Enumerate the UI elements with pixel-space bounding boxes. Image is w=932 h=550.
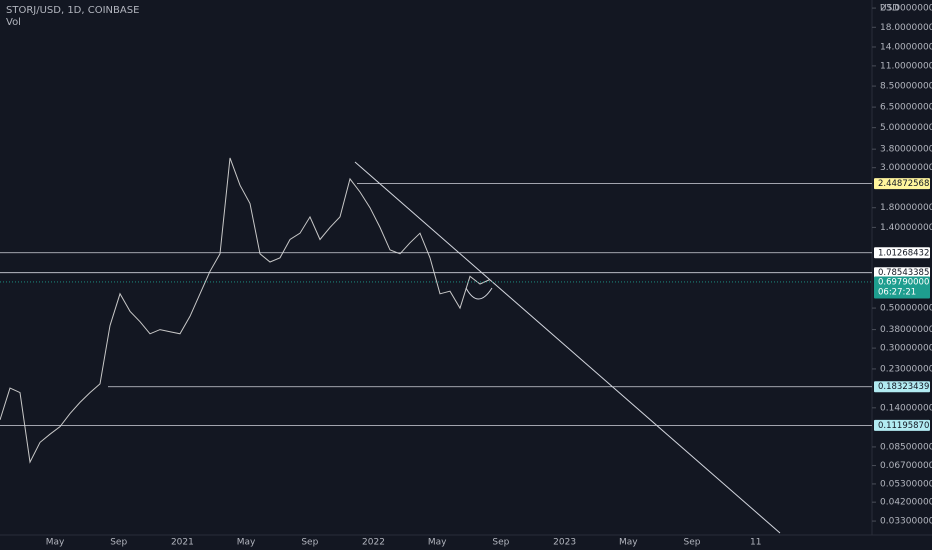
y-tick-label: 6.50000000 xyxy=(880,103,932,113)
y-tick-label: 1.40000000 xyxy=(880,223,932,233)
y-tick-label: 0.14000000 xyxy=(880,403,932,413)
x-tick-label: Sep xyxy=(492,538,509,548)
price-label: 2.44872568 xyxy=(878,179,929,189)
y-tick-label: 8.50000000 xyxy=(880,82,932,92)
price-label-box xyxy=(874,247,930,259)
symbol-title: STORJ/USD, 1D, COINBASE xyxy=(6,5,139,16)
x-tick-label: Sep xyxy=(110,538,127,548)
price-label-box xyxy=(874,419,930,431)
y-tick-label: 0.04200000 xyxy=(880,498,932,508)
price-label: 0.11195870 xyxy=(878,421,929,431)
y-tick-label: 0.03300000 xyxy=(880,517,932,527)
price-label-box xyxy=(874,381,930,393)
y-tick-label: 0.30000000 xyxy=(880,344,932,354)
y-tick-label: 5.00000000 xyxy=(880,123,932,133)
y-tick-label: 18.00000000 xyxy=(880,23,932,33)
y-tick-label: 23.00000000 xyxy=(880,4,932,14)
x-tick-label: 11 xyxy=(750,538,761,548)
x-tick-label: Sep xyxy=(301,538,318,548)
y-tick-label: 14.00000000 xyxy=(880,42,932,52)
trend-line xyxy=(354,161,781,534)
countdown: 06:27:21 xyxy=(878,287,916,297)
price-label: 1.01268432 xyxy=(878,248,929,258)
volume-label: Vol xyxy=(6,17,21,28)
arc-drawing xyxy=(465,287,493,300)
y-tick-label: 0.38000000 xyxy=(880,325,932,335)
y-tick-label: 3.00000000 xyxy=(880,163,932,173)
x-tick-label: May xyxy=(237,538,256,548)
x-tick-label: Sep xyxy=(684,538,701,548)
x-tick-label: 2022 xyxy=(362,538,385,548)
y-tick-label: 0.05300000 xyxy=(880,479,932,489)
y-tick-label: 1.80000000 xyxy=(880,203,932,213)
currency-label: USD xyxy=(880,4,899,14)
x-tick-label: 2023 xyxy=(553,538,576,548)
x-tick-label: 2021 xyxy=(171,538,194,548)
price-label-box xyxy=(874,276,930,299)
price-label: 0.69790000 xyxy=(878,277,929,287)
price-label-box xyxy=(874,267,930,279)
y-tick-label: 0.06700000 xyxy=(880,461,932,471)
x-tick-label: May xyxy=(619,538,638,548)
x-tick-label: May xyxy=(46,538,65,548)
x-tick-label: May xyxy=(428,538,447,548)
price-label: 0.78543385 xyxy=(878,268,929,278)
y-tick-label: 0.50000000 xyxy=(880,304,932,314)
price-label-box xyxy=(874,178,930,190)
price-label: 0.18323439 xyxy=(878,382,929,392)
y-tick-label: 0.23000000 xyxy=(880,364,932,374)
y-tick-label: 0.08500000 xyxy=(880,442,932,452)
price-line xyxy=(0,157,491,464)
y-tick-label: 3.80000000 xyxy=(880,145,932,155)
y-tick-label: 11.00000000 xyxy=(880,61,932,71)
